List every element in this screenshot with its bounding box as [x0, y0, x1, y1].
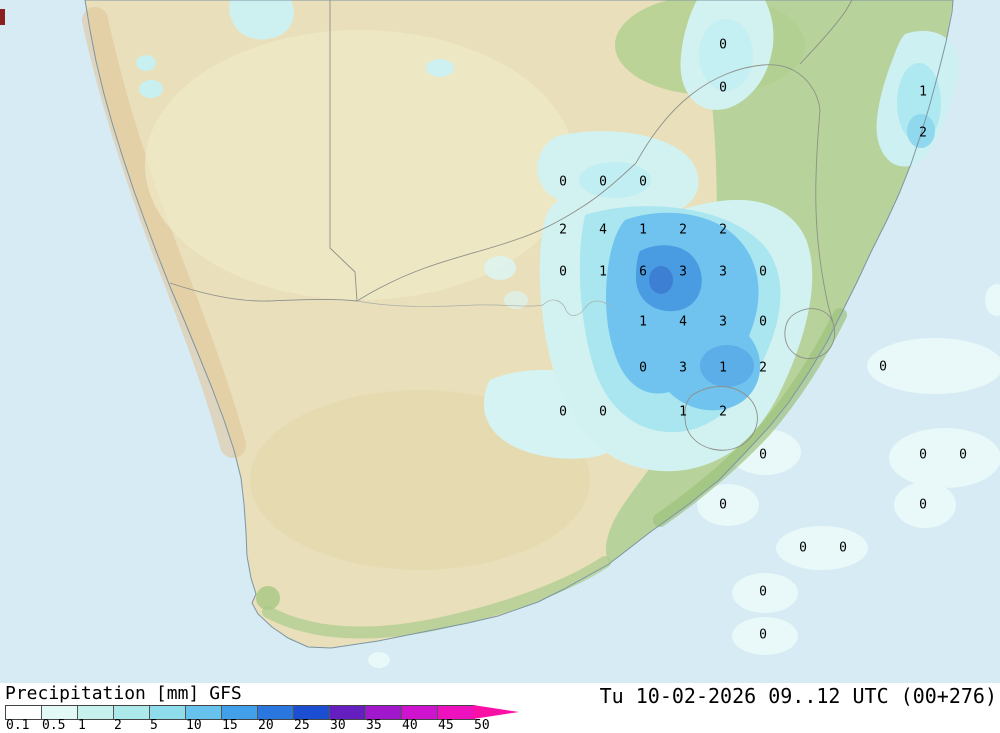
colorbar-segment — [258, 706, 294, 719]
colorbar-segment — [222, 706, 258, 719]
legend-title: Precipitation — [5, 683, 146, 704]
scale-label: 15 — [222, 718, 238, 733]
scale-label: 10 — [186, 718, 202, 733]
colorbar-segment — [330, 706, 366, 719]
weather-map — [0, 0, 1000, 683]
colorbar-segment — [78, 706, 114, 719]
legend-unit: [mm] — [155, 683, 200, 704]
legend-title-row: Precipitation [mm] GFS — [5, 684, 252, 703]
legend-model: GFS — [209, 683, 242, 704]
scale-label: 30 — [330, 718, 346, 733]
colorbar-segment — [150, 706, 186, 719]
scale-labels: 0.1 0.5 1 2 5 10 15 20 25 30 35 40 45 50 — [5, 719, 545, 733]
scale-label: 40 — [402, 718, 418, 733]
scale-label: 20 — [258, 718, 274, 733]
ocean-precip-patches — [368, 284, 1000, 668]
scale-label: 2 — [114, 718, 122, 733]
scale-label: 25 — [294, 718, 310, 733]
forecast-timestamp: Tu 10-02-2026 09..12 UTC (00+276) — [599, 684, 997, 708]
scale-label: 35 — [366, 718, 382, 733]
scale-label: 45 — [438, 718, 454, 733]
scale-label: 5 — [150, 718, 158, 733]
colorbar-segment — [438, 706, 474, 719]
colorbar-segment — [6, 706, 42, 719]
colorbar-segment — [186, 706, 222, 719]
colorbar-segment — [42, 706, 78, 719]
legend-bar: Precipitation [mm] GFS 0.1 0.5 1 2 5 10 15 20 25 30… — [0, 683, 1000, 733]
colorbar-arrow — [473, 705, 519, 719]
country-borders — [169, 0, 853, 451]
colorbar-segment — [114, 706, 150, 719]
border-lesotho — [684, 386, 758, 451]
precipitation-overlay — [136, 0, 959, 472]
colorbar-segment — [402, 706, 438, 719]
scale-label: 1 — [78, 718, 86, 733]
border-swaziland — [784, 308, 835, 360]
colorbar-segments — [5, 705, 475, 720]
map-edge-artifact — [0, 9, 5, 25]
colorbar-segment — [366, 706, 402, 719]
colorbar-segment — [294, 706, 330, 719]
scale-label: 50 — [474, 718, 490, 733]
scale-label: 0.1 — [6, 718, 30, 733]
coastline — [84, 0, 954, 649]
scale-label: 0.5 — [42, 718, 66, 733]
